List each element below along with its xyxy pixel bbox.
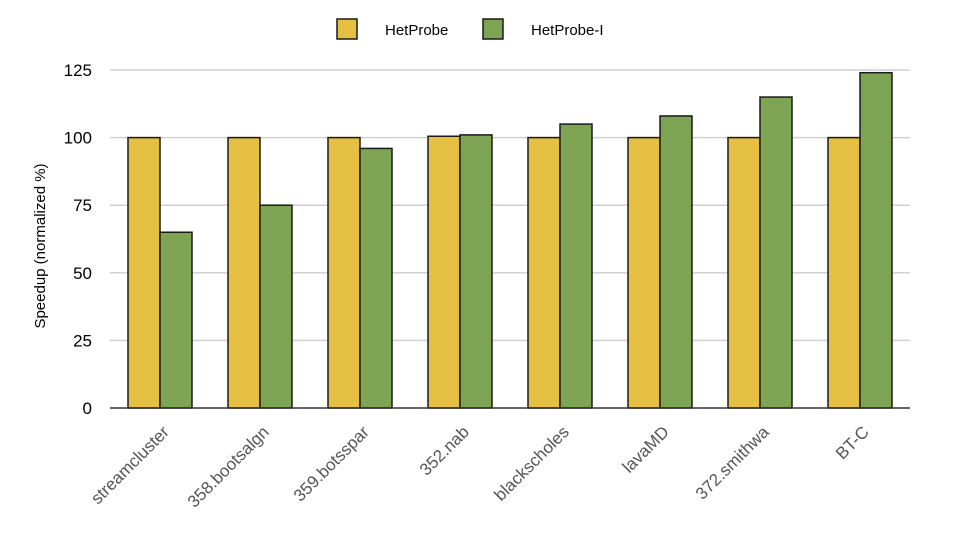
bar-hetprobe-i-lavamd [659,115,693,409]
y-tick-label: 125 [64,61,92,80]
bar-hetprobe-i-blackscholes [559,123,593,409]
bar-hetprobe-372-smithwa [727,136,761,409]
x-tick-label: 352.nab [416,422,473,479]
y-axis-title: Speedup (normalized %) [32,163,49,328]
bar-hetprobe-i-352-nab [459,134,493,409]
x-tick-label: 372.smithwa [692,422,773,503]
bar-hetprobe-i-372-smithwa [759,96,793,409]
legend: HetProbe HetProbe-I [336,18,604,40]
legend-swatch [336,18,358,40]
y-tick-label: 75 [73,196,92,215]
legend-label: HetProbe-I [531,22,604,39]
bar-hetprobe-i-358-bootsalgn [259,204,293,409]
bar-hetprobe-359-botsspar [327,136,361,409]
x-tick-label: blackscholes [491,422,573,504]
y-tick-label: 0 [83,399,92,418]
y-tick-label: 100 [64,129,92,148]
x-tick-label: BT-C [832,422,873,463]
x-tick-label: streamcluster [87,422,173,508]
x-tick-label: 359.botsspar [290,422,373,505]
bars [127,71,893,409]
bar-hetprobe-blackscholes [527,136,561,409]
x-tick-label: 358.bootsalgn [184,422,273,511]
bar-hetprobe-i-bt-c [859,71,893,409]
bar-hetprobe-streamcluster [127,136,161,409]
bar-hetprobe-i-359-botsspar [359,147,393,409]
legend-swatch [482,18,504,40]
x-tick-label: lavaMD [619,422,673,476]
bar-hetprobe-358-bootsalgn [227,136,261,409]
y-tick-label: 25 [73,331,92,350]
bar-hetprobe-352-nab [427,135,461,409]
bar-hetprobe-i-streamcluster [159,231,193,409]
bar-hetprobe-lavamd [627,136,661,409]
y-tick-label: 50 [73,264,92,283]
legend-label: HetProbe [385,22,448,39]
bar-hetprobe-bt-c [827,136,861,409]
